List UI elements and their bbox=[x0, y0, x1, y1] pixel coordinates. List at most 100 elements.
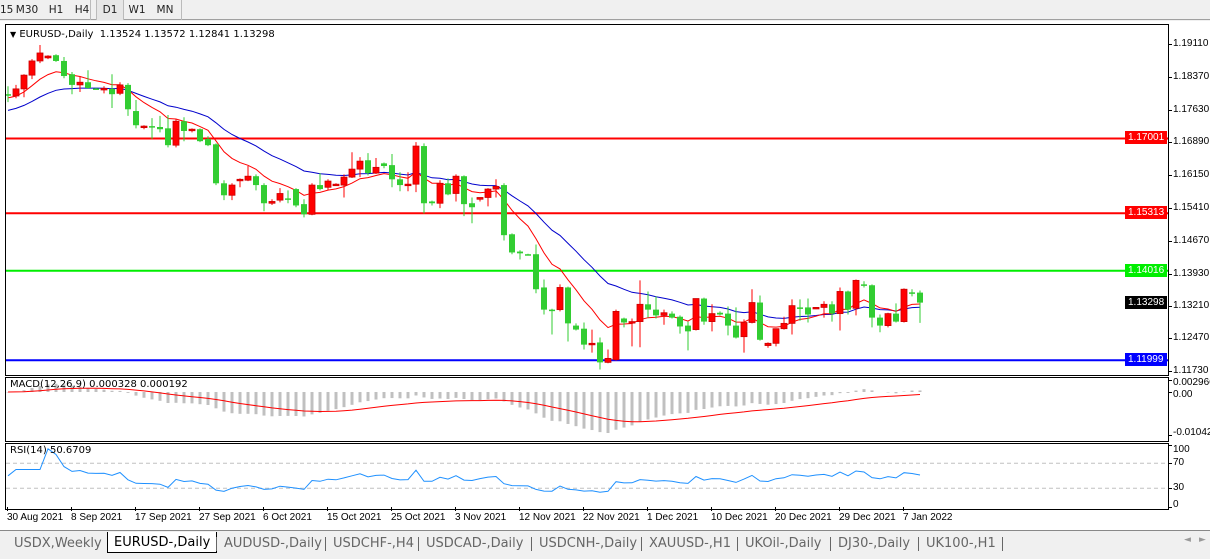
macd-histogram-bar bbox=[310, 392, 314, 415]
bearish-candle bbox=[69, 74, 75, 85]
bullish-candle bbox=[356, 160, 364, 170]
triangle-down-icon[interactable]: ▼ bbox=[10, 30, 17, 39]
macd-axis-tick bbox=[1169, 379, 1172, 381]
price-axis-label: 1.18370 bbox=[1173, 70, 1210, 82]
date-axis-label: 27 Sep 2021 bbox=[199, 512, 256, 523]
level-price-label: 1.14016 bbox=[1125, 263, 1167, 277]
macd-histogram-bar bbox=[86, 387, 90, 392]
date-axis-label: 17 Sep 2021 bbox=[135, 512, 192, 523]
macd-histogram-bar bbox=[622, 392, 626, 428]
tab-ukoil-daily[interactable]: UKOil-,Daily bbox=[745, 536, 822, 551]
timeframe-h4[interactable]: H4 bbox=[74, 4, 90, 16]
tab-dj30-daily[interactable]: DJ30-,Daily bbox=[838, 536, 911, 551]
macd-histogram-bar bbox=[606, 392, 610, 433]
price-axis-label: 1.16150 bbox=[1173, 169, 1210, 181]
price-axis-label: 1.13930 bbox=[1173, 267, 1210, 279]
macd-histogram-bar bbox=[326, 392, 330, 411]
bearish-candle bbox=[197, 129, 203, 142]
bearish-candle bbox=[165, 128, 171, 146]
bearish-candle bbox=[429, 201, 435, 204]
bullish-candle bbox=[244, 175, 252, 181]
macd-histogram-bar bbox=[270, 392, 274, 417]
macd-histogram-bar bbox=[550, 392, 554, 421]
price-chart-svg bbox=[6, 45, 1168, 370]
tab-usdchf-h4[interactable]: USDCHF-,H4 bbox=[333, 536, 414, 551]
macd-histogram-bar bbox=[166, 392, 170, 403]
bearish-candle bbox=[541, 287, 547, 310]
price-axis-label: 1.15410 bbox=[1173, 202, 1210, 213]
bearish-candle bbox=[757, 302, 763, 340]
tab-uk100-h1[interactable]: UK100-,H1 bbox=[926, 536, 996, 551]
macd-histogram-bar bbox=[54, 383, 58, 392]
date-axis-label: 29 Dec 2021 bbox=[839, 512, 896, 523]
macd-axis-tick bbox=[1169, 392, 1172, 393]
macd-histogram-bar bbox=[414, 392, 418, 396]
macd-histogram-bar bbox=[758, 392, 762, 404]
timeframe-mn[interactable]: MN bbox=[156, 4, 174, 16]
macd-histogram-bar bbox=[534, 392, 538, 414]
tab-usdcad-daily[interactable]: USDCAD-,Daily bbox=[426, 536, 524, 551]
bearish-candle bbox=[621, 318, 627, 323]
bullish-candle bbox=[788, 305, 796, 324]
bearish-candle bbox=[733, 325, 739, 338]
tab-usdcnh-daily[interactable]: USDCNH-,Daily bbox=[539, 536, 638, 551]
macd-histogram-bar bbox=[598, 392, 602, 433]
bullish-candle bbox=[436, 182, 444, 204]
bearish-candle bbox=[909, 292, 915, 294]
macd-histogram-bar bbox=[422, 392, 426, 398]
date-axis-tick bbox=[135, 507, 136, 511]
tab-eurusd-daily[interactable]: EURUSD-,Daily bbox=[107, 532, 218, 553]
timeframe-d1[interactable]: D1 bbox=[96, 0, 124, 20]
bearish-candle bbox=[381, 163, 387, 167]
bearish-candle bbox=[109, 88, 115, 95]
price-chart-panel[interactable]: ▼ EURUSD-,Daily 1.13524 1.13572 1.12841 … bbox=[5, 24, 1169, 376]
bearish-candle bbox=[573, 325, 579, 330]
current-price-label: 1.13298 bbox=[1125, 295, 1167, 309]
bullish-candle bbox=[764, 342, 772, 346]
chart-window[interactable]: ▼ EURUSD-,Daily 1.13524 1.13572 1.12841 … bbox=[0, 21, 1210, 530]
macd-histogram-bar bbox=[478, 392, 482, 401]
macd-histogram-bar bbox=[150, 392, 154, 400]
timeframe-h1[interactable]: H1 bbox=[48, 4, 64, 16]
macd-histogram-bar bbox=[358, 392, 362, 403]
bullish-candle bbox=[484, 188, 492, 198]
price-axis-label: 1.16890 bbox=[1173, 136, 1210, 148]
macd-histogram-bar bbox=[710, 392, 714, 408]
macd-histogram-bar bbox=[246, 392, 250, 414]
macd-histogram-bar bbox=[398, 392, 402, 399]
macd-histogram-bar bbox=[702, 392, 706, 409]
scroll-right-icon[interactable]: ► bbox=[1199, 535, 1206, 545]
timeframe-15[interactable]: 15 bbox=[0, 4, 14, 16]
timeframe-m30[interactable]: M30 bbox=[15, 4, 39, 16]
tab-xauusd-h1[interactable]: XAUUSD-,H1 bbox=[649, 536, 731, 551]
macd-histogram-bar bbox=[278, 392, 282, 416]
date-axis-label: 6 Oct 2021 bbox=[263, 512, 312, 523]
ohlc-label: 1.13524 1.13572 1.12841 1.13298 bbox=[99, 29, 275, 40]
macd-panel[interactable]: MACD(12,26,9) 0.000328 0.000192 bbox=[5, 377, 1169, 442]
bullish-candle bbox=[404, 183, 412, 187]
timeframe-toolbar: 15 M30 H1 H4 D1 W1 MN bbox=[0, 0, 1210, 20]
price-axis-tick bbox=[1169, 208, 1172, 209]
price-axis-tick bbox=[1169, 240, 1172, 242]
macd-histogram-bar bbox=[126, 392, 130, 393]
bearish-candle bbox=[293, 189, 299, 206]
date-axis-label: 22 Nov 2021 bbox=[583, 512, 640, 523]
rsi-axis-label: 70 bbox=[1173, 457, 1185, 469]
bullish-candle bbox=[836, 291, 844, 315]
macd-histogram-bar bbox=[806, 392, 810, 399]
macd-histogram-bar bbox=[46, 384, 50, 392]
tab-audusd-daily[interactable]: AUDUSD-,Daily bbox=[224, 536, 322, 551]
macd-histogram-bar bbox=[750, 392, 754, 404]
price-axis-tick bbox=[1169, 142, 1172, 144]
price-axis-label: 1.12470 bbox=[1173, 332, 1210, 344]
macd-histogram-bar bbox=[110, 390, 114, 392]
rsi-panel[interactable]: RSI(14) 50.6709 bbox=[5, 443, 1169, 510]
scroll-left-icon[interactable]: ◄ bbox=[1184, 535, 1191, 545]
tab-usdx-weekly[interactable]: USDX,Weekly bbox=[14, 536, 102, 551]
timeframe-w1[interactable]: W1 bbox=[128, 4, 146, 16]
bearish-candle bbox=[93, 88, 99, 90]
macd-histogram-bar bbox=[774, 392, 778, 405]
tab-separator bbox=[641, 537, 642, 551]
macd-histogram-bar bbox=[286, 392, 290, 416]
bearish-candle bbox=[53, 55, 59, 61]
